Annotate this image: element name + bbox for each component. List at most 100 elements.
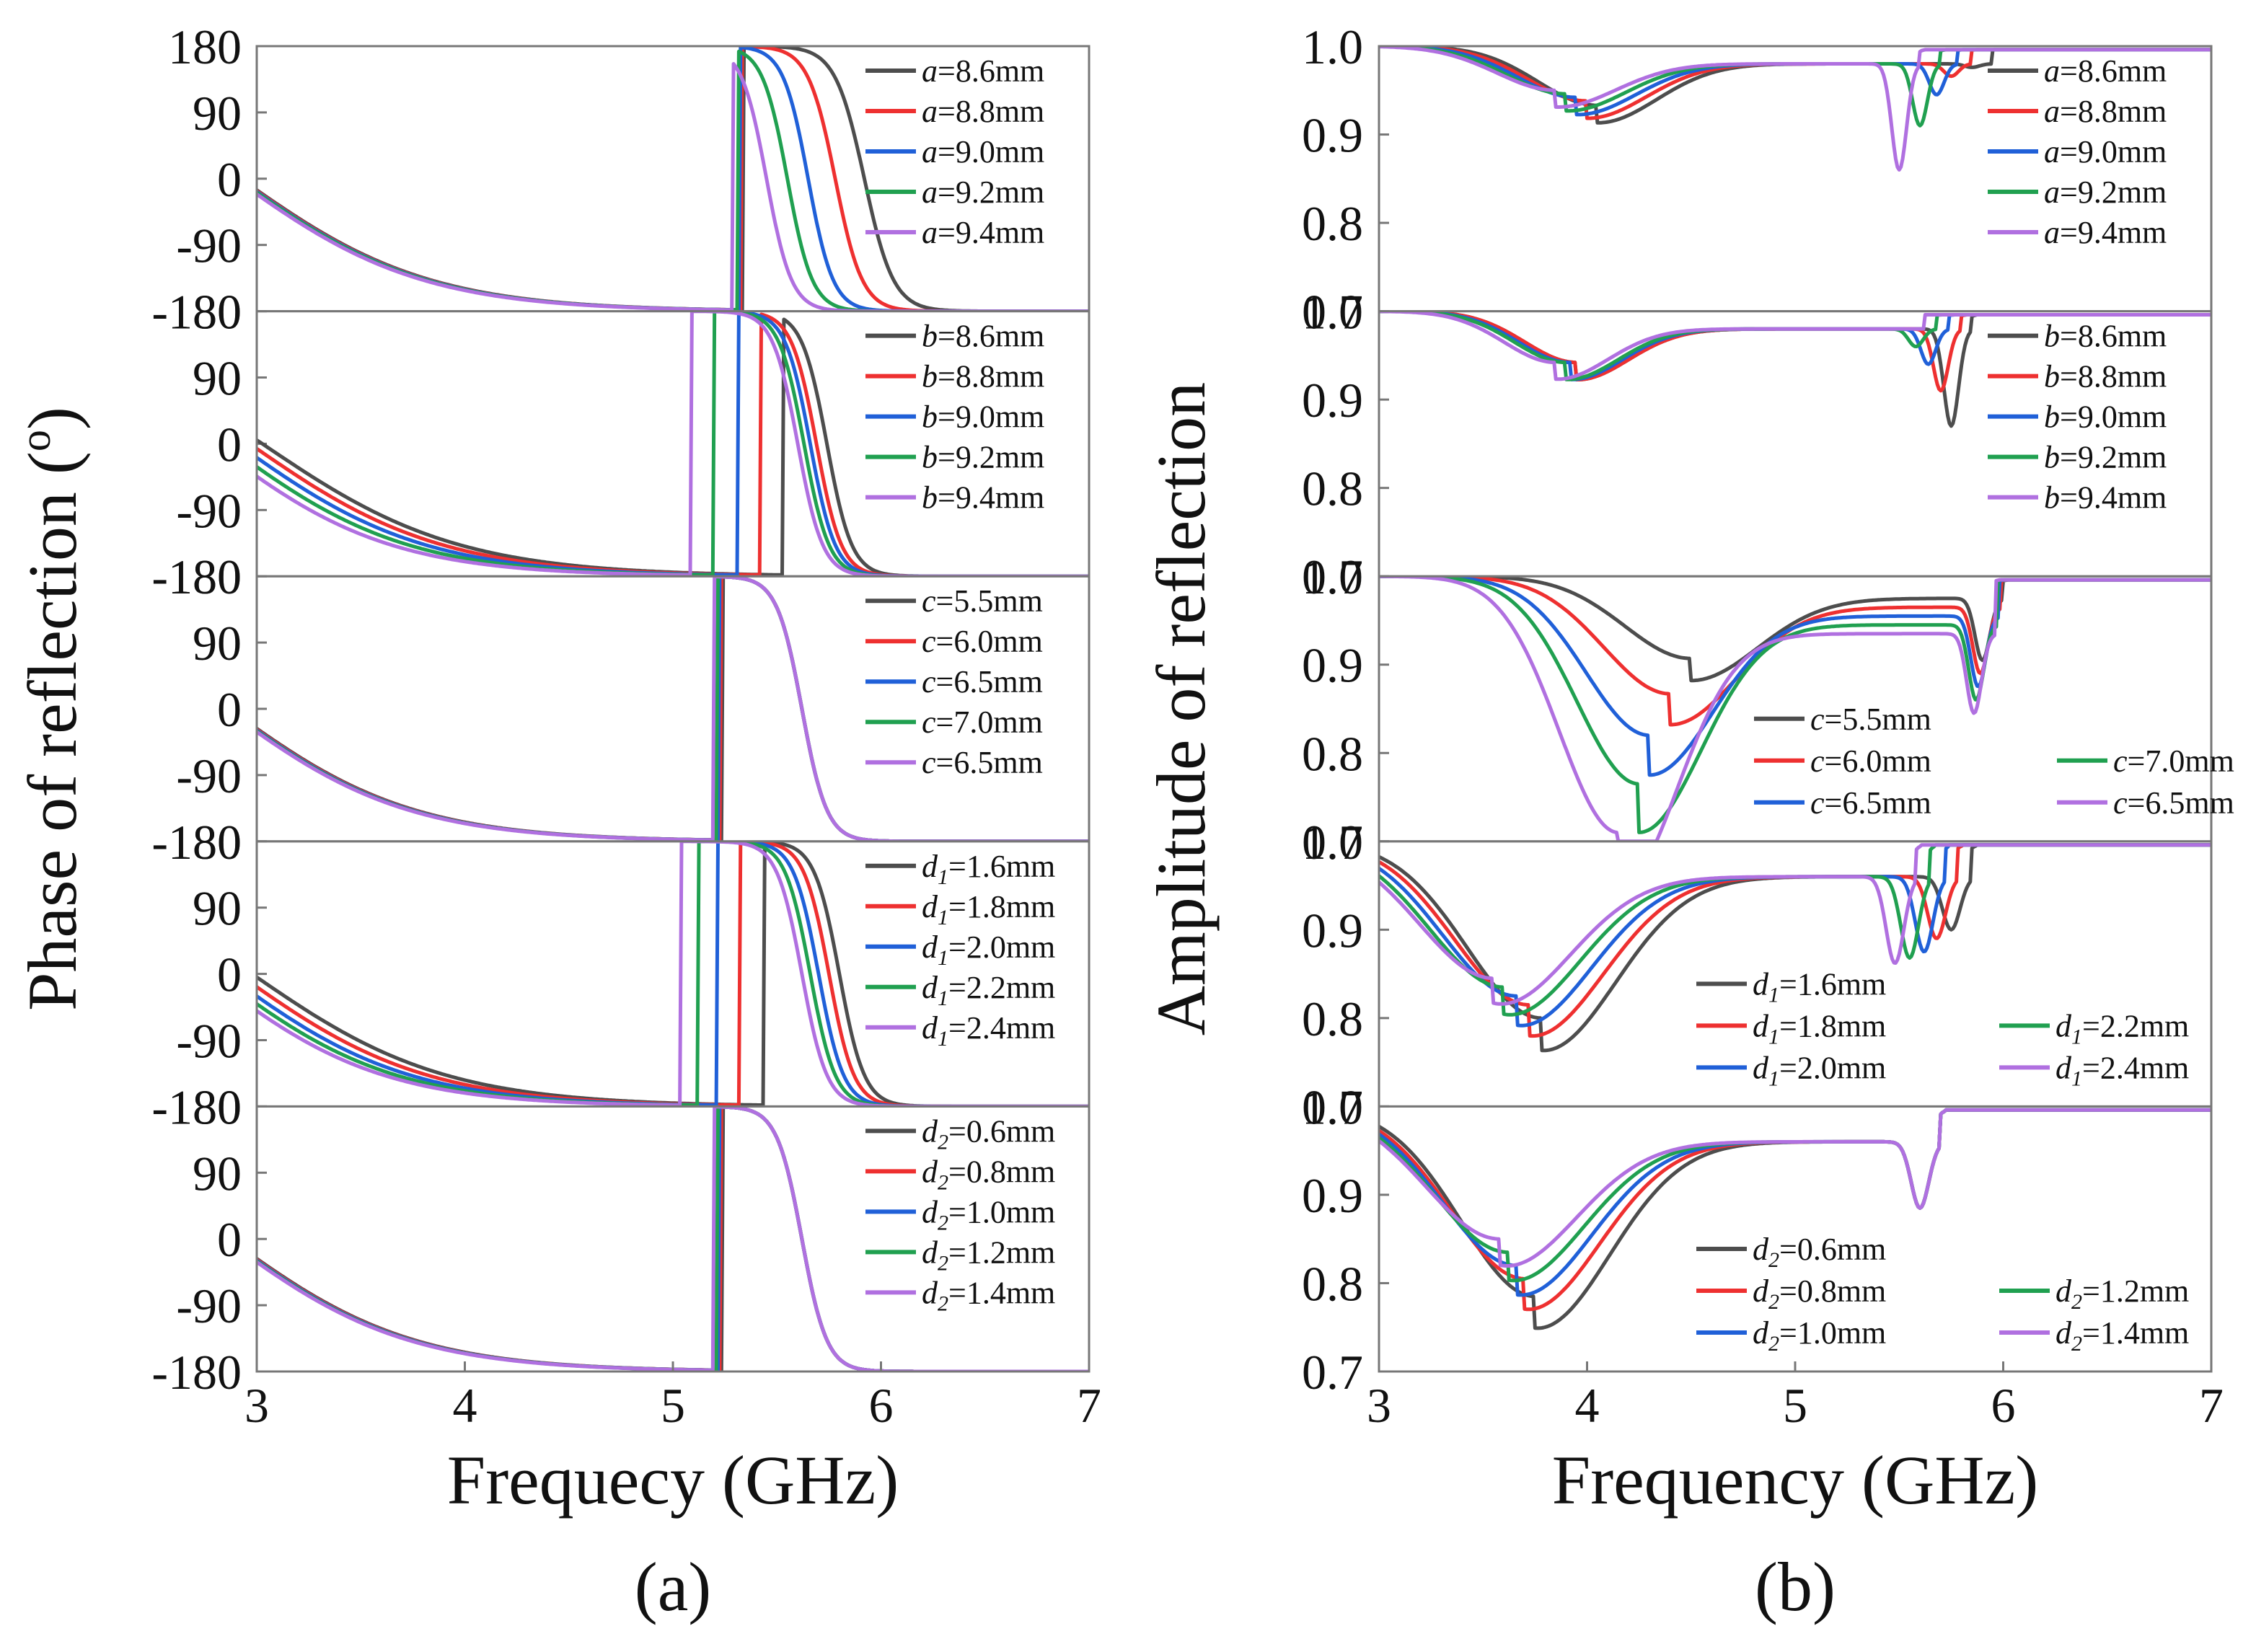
y-tick-label: 180 [168,285,242,340]
y-tick-label: 0.9 [1302,373,1363,428]
y-tick-label: 1.0 [1302,19,1363,74]
legend: b=8.6mm b=8.8mm b=9.0mm b=9.2mm b=9.4mm [1988,319,2167,516]
y-tick-label: 1.0 [1302,549,1363,604]
chart-a-phase: 180 90 0 -90 -180 a=8.6mm a=8.8mm a=9.0mm a=9.2m… [12,19,1101,1625]
y-tick-label: 0.7 [1302,1345,1363,1400]
legend-label: d2=1.4mm [922,1275,1055,1315]
legend-label: c=6.5mm [2113,785,2234,821]
legend-label: a=9.0mm [922,134,1044,169]
chart-caption: (a) [635,1548,712,1625]
y-axis-label: Phase of reflection (o) [12,407,91,1011]
y-tick-label: 180 [168,1079,242,1134]
series-line [1379,576,2211,777]
y-tick-label: 180 [168,549,242,604]
legend-label: d1=1.8mm [1753,1008,1886,1048]
legend-label: d1=2.2mm [2055,1008,2189,1048]
panel-a-a: 180 90 0 -90 -180 a=8.6mm a=8.8mm a=9.0mm a=9.2m… [151,19,1090,340]
chart-caption: (b) [1755,1548,1836,1625]
legend-label: d1=1.6mm [922,849,1055,889]
y-tick-label: 0.8 [1302,196,1363,251]
legend-label: d2=0.6mm [1753,1232,1886,1272]
panel-a-d1: 180900-90-180d1=1.6mmd1=1.8mmd1=2.0mmd1=… [151,815,1090,1134]
legend-label: d2=1.4mm [2055,1315,2189,1356]
legend-label: b=8.8mm [2044,359,2167,394]
series-line [1379,46,2211,172]
y-tick-label: 0.7 [1302,285,1363,340]
x-tick-label: 5 [661,1378,685,1433]
legend-label: a=9.4mm [2044,215,2167,250]
series-line [1379,311,2211,381]
panel-a-d2: 180900-90-180d2=0.6mmd2=0.8mmd2=1.0mmd2=… [151,1079,1090,1400]
legend-label: b=9.4mm [922,480,1044,516]
legend-label: a=9.2mm [2044,175,2167,210]
y-tick-label: 0.8 [1302,726,1363,781]
legend-label: d2=0.6mm [922,1113,1055,1154]
legend: a=8.6mm a=8.8mm a=9.0mm a=9.2mm a=9.4mm [865,53,1044,250]
legend-label: a=8.8mm [2044,94,2167,129]
legend-label: b=8.8mm [922,359,1044,394]
x-tick-label: 6 [869,1378,894,1433]
legend-label: d2=1.0mm [922,1194,1055,1234]
legend-label: d1=1.6mm [1753,966,1886,1007]
series-line [1379,576,2211,842]
legend-label: a=9.2mm [922,175,1044,210]
legend-label: c=6.0mm [922,624,1043,659]
y-tick-label: 0 [217,152,242,207]
legend-label: a=9.0mm [2044,134,2167,169]
y-tick-label: 0.9 [1302,638,1363,693]
legend-label: a=8.6mm [922,53,1044,89]
y-tick-label: 0.7 [1302,549,1363,604]
series-line [1379,843,2211,1006]
x-tick-label: 4 [453,1378,477,1433]
series-line [1379,576,2211,727]
y-tick-label: 180 [168,815,242,870]
y-tick-label: 0.9 [1302,108,1363,163]
legend-label: d2=1.2mm [922,1234,1055,1275]
legend-label: d2=1.0mm [1753,1315,1886,1356]
legend-label: a=9.4mm [922,215,1044,250]
y-tick-label: 0 [217,682,242,737]
y-tick-label: -180 [151,815,242,870]
y-tick-label: -90 [176,748,242,803]
y-tick-label: 1.0 [1302,1079,1363,1134]
legend-label: b=9.2mm [922,440,1044,475]
y-tick-label: 0 [217,1212,242,1267]
series-group [1379,46,2211,172]
y-tick-label: 1.0 [1302,815,1363,870]
legend-label: c=7.0mm [2113,743,2234,779]
y-tick-label: 0 [217,417,242,472]
series-group [1379,576,2211,842]
y-tick-label: 0.7 [1302,1079,1363,1134]
panel-b-c: 1.0 0.9 0.8 0.7 c=5.5mm c=6.0mm c=6.5mm c=7.0mm… [1302,549,2234,870]
y-tick-label: 90 [193,86,242,141]
legend: a=8.6mm a=8.8mm a=9.0mm a=9.2mm a=9.4mm [1988,53,2167,250]
x-tick-label: 3 [244,1378,269,1433]
panel-a-c: 180 90 0 -90 -180 c=5.5mm c=6.0mm c=6.5mm c=7.0m… [151,549,1090,870]
chart-b-amplitude: 1.0 0.9 0.8 0.7 a=8.6mm a=8.8mm a=9.0mm a=9.2mm… [1142,19,2234,1625]
legend-label: d1=2.2mm [922,970,1055,1010]
y-tick-label: 0.7 [1302,815,1363,870]
legend: c=5.5mm c=6.0mm c=6.5mm c=7.0mm c=6.5mm [865,583,1043,780]
y-tick-label: -180 [151,285,242,340]
y-tick-label: -180 [151,549,242,604]
legend-label: c=6.5mm [922,745,1043,780]
legend-label: c=6.5mm [922,664,1043,699]
legend-label: d1=2.0mm [922,929,1055,970]
panel-a-b: 180 90 0 -90 -180 b=8.6mm b=8.8mm b=9.0mm b=9.2m… [151,285,1090,604]
y-tick-label: 0.9 [1302,1168,1363,1223]
y-tick-label: -180 [151,1345,242,1400]
series-group [1379,1108,2211,1330]
x-axis-label: Frequecy (GHz) [447,1441,899,1519]
legend-label: c=5.5mm [922,583,1043,619]
panel-b-a: 1.0 0.9 0.8 0.7 a=8.6mm a=8.8mm a=9.0mm a=9.2mm… [1302,19,2213,340]
legend-label: b=8.6mm [2044,319,2167,354]
legend-label: d1=2.0mm [1753,1050,1886,1090]
legend: c=5.5mm c=6.0mm c=6.5mm c=7.0mm c=6.5mm [1754,702,2234,821]
y-tick-label: 90 [193,351,242,406]
y-tick-label: -90 [176,1014,242,1069]
legend-label: d2=0.8mm [922,1154,1055,1194]
